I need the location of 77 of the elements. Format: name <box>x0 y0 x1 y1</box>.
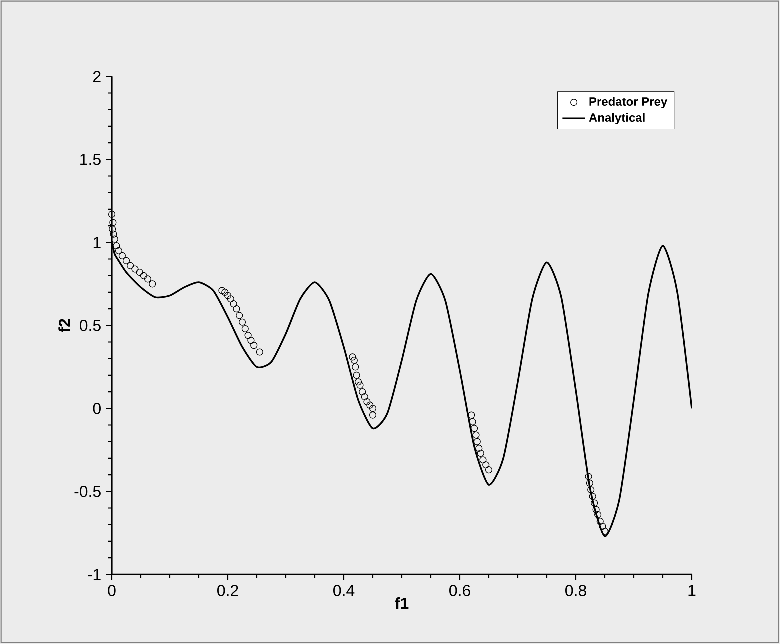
point <box>476 444 483 452</box>
point <box>230 300 238 308</box>
point <box>218 287 226 294</box>
point <box>592 506 600 514</box>
point <box>227 296 234 303</box>
point <box>110 219 117 226</box>
x-axis-title: f1 <box>395 598 409 610</box>
y-tick-label: 1 <box>94 237 101 248</box>
y-tick-label: 2 <box>94 71 101 82</box>
point <box>485 466 493 474</box>
point <box>594 511 602 518</box>
point <box>588 486 595 494</box>
point <box>585 473 592 480</box>
point <box>111 236 118 243</box>
legend-label: Analytical <box>589 113 645 124</box>
point <box>366 402 374 409</box>
point <box>110 230 118 238</box>
point <box>113 242 120 250</box>
legend-label: Predator Prey <box>590 97 668 108</box>
point <box>349 354 356 361</box>
point <box>238 318 246 326</box>
point <box>599 522 606 530</box>
point <box>244 332 252 340</box>
point <box>108 210 116 218</box>
point <box>242 325 249 333</box>
point <box>601 528 609 536</box>
point <box>586 480 594 487</box>
point <box>359 388 366 396</box>
point <box>256 348 264 356</box>
y-tick-label: -0.5 <box>74 486 101 498</box>
point <box>472 432 480 439</box>
point <box>236 312 244 320</box>
point <box>474 438 481 446</box>
point <box>356 382 364 389</box>
point <box>233 306 240 313</box>
point <box>353 372 360 379</box>
x-tick-label: 0.6 <box>450 585 470 596</box>
y-tick-label: 0 <box>93 403 101 414</box>
point <box>224 292 232 300</box>
point <box>364 398 371 406</box>
x-tick-label: 0.8 <box>566 585 586 596</box>
point <box>469 418 476 426</box>
x-tick-label: 1 <box>688 585 696 596</box>
point <box>136 269 144 276</box>
y-tick-label: 0.5 <box>80 320 101 332</box>
point <box>361 394 368 401</box>
point <box>369 405 377 412</box>
point <box>132 266 139 273</box>
point <box>250 342 258 350</box>
point <box>480 456 487 464</box>
point <box>115 247 122 254</box>
y-tick-label: 1.5 <box>80 154 101 166</box>
point <box>589 493 596 500</box>
point <box>118 252 126 260</box>
point <box>140 272 148 280</box>
point <box>109 226 116 233</box>
x-tick-label: 0.2 <box>218 585 238 596</box>
point <box>248 337 255 344</box>
point <box>369 412 377 419</box>
point <box>149 280 156 288</box>
point <box>122 257 130 264</box>
point <box>477 450 484 458</box>
point <box>596 518 604 526</box>
point <box>127 262 134 270</box>
y-tick-label: -1 <box>88 569 101 580</box>
point <box>591 500 598 507</box>
x-tick-label: 0 <box>108 585 116 596</box>
point <box>470 425 478 432</box>
y-axis-title: f2 <box>58 319 70 333</box>
x-tick-label: 0.4 <box>334 585 355 596</box>
point <box>468 412 476 419</box>
point <box>144 276 152 283</box>
point <box>222 288 229 296</box>
point <box>352 364 360 371</box>
point <box>482 462 490 469</box>
point <box>354 378 362 386</box>
point <box>350 356 358 364</box>
